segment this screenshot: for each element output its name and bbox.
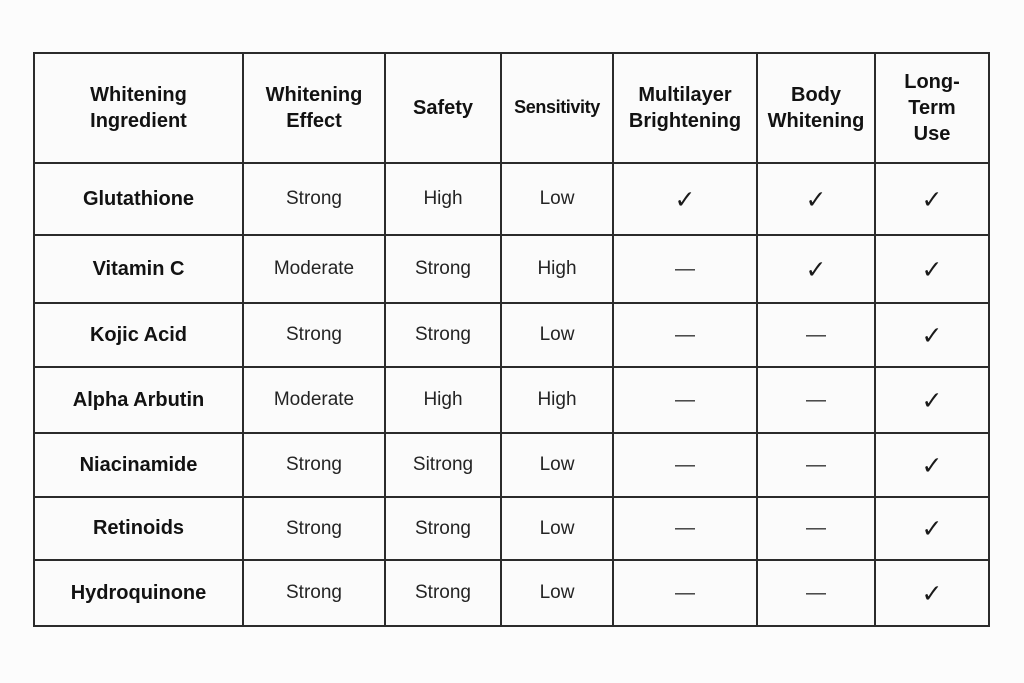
- table-row: Glutathione Strong High Low ✓ ✓ ✓: [33, 162, 990, 236]
- table-body: Glutathione Strong High Low ✓ ✓ ✓ Vitamin C Mode…: [33, 162, 990, 627]
- cell-safety: High: [384, 366, 502, 434]
- cell-sensitivity: High: [500, 234, 614, 304]
- dash-icon: —: [756, 559, 876, 627]
- col-header-effect: Whitening Effect: [242, 52, 386, 164]
- dash-icon: —: [612, 366, 758, 434]
- cell-safety: High: [384, 162, 502, 236]
- check-icon: ✓: [874, 302, 990, 368]
- table-row: Niacinamide Strong Sitrong Low — — ✓: [33, 432, 990, 498]
- table-row: Alpha Arbutin Moderate High High — — ✓: [33, 366, 990, 434]
- dash-icon: —: [756, 496, 876, 561]
- table-row: Kojic Acid Strong Strong Low — — ✓: [33, 302, 990, 368]
- cell-sensitivity: Low: [500, 162, 614, 236]
- col-header-multilayer: Multilayer Brightening: [612, 52, 758, 164]
- dash-icon: —: [612, 302, 758, 368]
- check-icon: ✓: [756, 234, 876, 304]
- dash-icon: —: [612, 559, 758, 627]
- ingredient-comparison-table-wrap: Whitening Ingredient Whitening Effect Safe…: [33, 52, 990, 627]
- cell-effect: Strong: [242, 162, 386, 236]
- cell-ingredient: Kojic Acid: [33, 302, 244, 368]
- table-row: Vitamin C Moderate Strong High — ✓ ✓: [33, 234, 990, 304]
- table-row: Retinoids Strong Strong Low — — ✓: [33, 496, 990, 561]
- ingredient-comparison-table: Whitening Ingredient Whitening Effect Safe…: [33, 52, 990, 627]
- cell-ingredient: Retinoids: [33, 496, 244, 561]
- cell-effect: Strong: [242, 302, 386, 368]
- table-row: Hydroquinone Strong Strong Low — — ✓: [33, 559, 990, 627]
- cell-ingredient: Glutathione: [33, 162, 244, 236]
- check-icon: ✓: [874, 162, 990, 236]
- cell-safety: Strong: [384, 234, 502, 304]
- cell-safety: Strong: [384, 496, 502, 561]
- cell-safety: Strong: [384, 302, 502, 368]
- col-header-body: Body Whitening: [756, 52, 876, 164]
- cell-sensitivity: Low: [500, 496, 614, 561]
- cell-sensitivity: Low: [500, 432, 614, 498]
- cell-safety: Sitrong: [384, 432, 502, 498]
- cell-ingredient: Alpha Arbutin: [33, 366, 244, 434]
- cell-effect: Strong: [242, 432, 386, 498]
- cell-ingredient: Vitamin C: [33, 234, 244, 304]
- cell-effect: Strong: [242, 496, 386, 561]
- dash-icon: —: [612, 234, 758, 304]
- table-header: Whitening Ingredient Whitening Effect Safe…: [33, 52, 990, 164]
- cell-ingredient: Hydroquinone: [33, 559, 244, 627]
- cell-effect: Moderate: [242, 234, 386, 304]
- check-icon: ✓: [874, 366, 990, 434]
- dash-icon: —: [612, 496, 758, 561]
- check-icon: ✓: [874, 234, 990, 304]
- col-header-safety: Safety: [384, 52, 502, 164]
- dash-icon: —: [612, 432, 758, 498]
- check-icon: ✓: [756, 162, 876, 236]
- dash-icon: —: [756, 366, 876, 434]
- cell-safety: Strong: [384, 559, 502, 627]
- col-header-sensitivity: Sensitivity: [500, 52, 614, 164]
- check-icon: ✓: [874, 559, 990, 627]
- check-icon: ✓: [612, 162, 758, 236]
- dash-icon: —: [756, 432, 876, 498]
- cell-sensitivity: Low: [500, 559, 614, 627]
- cell-sensitivity: High: [500, 366, 614, 434]
- col-header-longterm: Long- Term Use: [874, 52, 990, 164]
- cell-effect: Strong: [242, 559, 386, 627]
- check-icon: ✓: [874, 432, 990, 498]
- cell-ingredient: Niacinamide: [33, 432, 244, 498]
- check-icon: ✓: [874, 496, 990, 561]
- cell-effect: Moderate: [242, 366, 386, 434]
- cell-sensitivity: Low: [500, 302, 614, 368]
- table-header-row: Whitening Ingredient Whitening Effect Safe…: [33, 52, 990, 164]
- col-header-ingredient: Whitening Ingredient: [33, 52, 244, 164]
- dash-icon: —: [756, 302, 876, 368]
